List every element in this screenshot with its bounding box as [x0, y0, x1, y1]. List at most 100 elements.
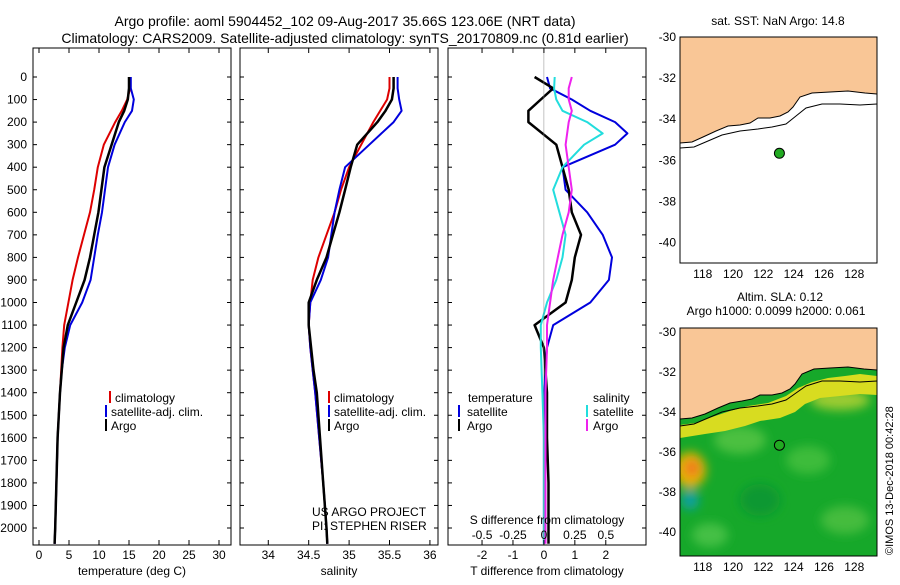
series-s-argo	[544, 76, 573, 544]
sla-map-contour	[680, 380, 877, 427]
watermark: ©IMOS 13-Dec-2018 00:42:28	[884, 406, 896, 555]
depth-tick-label: 1800	[0, 476, 27, 490]
difference-xlabel: T difference from climatology	[470, 564, 624, 578]
map-y-tick-label: -30	[659, 30, 677, 44]
project-annotation: US ARGO PROJECT	[312, 505, 427, 519]
map-x-tick-label: 122	[753, 267, 773, 281]
temperature-series-group	[53, 77, 135, 544]
legend-label-climatology: climatology	[334, 391, 394, 405]
map-x-tick-label: 126	[814, 267, 834, 281]
depth-tick-label: 1500	[0, 408, 27, 422]
x-tick-label: -1	[508, 548, 519, 562]
legend-label-s-argo: Argo	[593, 419, 619, 433]
map-y-tick-label: -38	[659, 194, 677, 208]
salinity-plot-frame	[239, 47, 439, 546]
sla-map-frame	[679, 327, 878, 557]
series-argo	[53, 77, 131, 544]
s-difference-label: S difference from climatology	[470, 513, 625, 527]
x-tick-label: 34	[262, 548, 276, 562]
series-argo	[307, 77, 395, 544]
map-x-tick-label: 126	[814, 560, 834, 574]
sla-patch-hot	[685, 460, 699, 476]
salinity-legend: climatology satellite-adj. clim. Argo US…	[312, 391, 427, 533]
depth-tick-label: 1600	[0, 431, 27, 445]
x-tick-label: 10	[92, 548, 106, 562]
depth-tick-label: 700	[7, 228, 27, 242]
x-tick-label: 34.5	[297, 548, 321, 562]
sst-map-argo-marker	[773, 147, 785, 159]
map-y-tick-label: -40	[659, 525, 677, 539]
x-tick-label: 1	[572, 548, 579, 562]
map-x-tick-label: 124	[784, 560, 804, 574]
legend-title-temperature: temperature	[468, 391, 533, 405]
sst-map-land	[680, 37, 877, 144]
x-tick-label: 0	[541, 548, 548, 562]
sla-patch-cool	[681, 490, 699, 510]
sla-patch-5	[692, 523, 728, 547]
x-tick-label: 30	[212, 548, 226, 562]
map-y-tick-label: -36	[659, 445, 677, 459]
legend-label-t-satellite: satellite	[467, 405, 508, 419]
map-y-tick-label: -38	[659, 485, 677, 499]
x-tick-label: 35.5	[378, 548, 402, 562]
series-climatology	[307, 77, 391, 544]
legend-label-satellite: satellite-adj. clim.	[334, 405, 426, 419]
pi-annotation: PI: STEPHEN RISER	[312, 519, 427, 533]
legend-label-t-argo: Argo	[467, 419, 493, 433]
series-climatology	[53, 77, 132, 544]
depth-tick-label: 1200	[0, 341, 27, 355]
map-y-tick-label: -40	[659, 235, 677, 249]
depth-tick-label: 900	[7, 273, 27, 287]
difference-legend: temperature satellite Argo salinity sate…	[458, 391, 634, 527]
sla-patch-3	[740, 484, 780, 516]
s-diff-tick-label: 0	[541, 528, 548, 542]
legend-label-satellite: satellite-adj. clim.	[111, 405, 203, 419]
depth-tick-label: 1900	[0, 498, 27, 512]
x-tick-label: 15	[122, 548, 136, 562]
header-line1: Argo profile: aoml 5904452_102 09-Aug-20…	[114, 13, 575, 29]
map-x-tick-label: 118	[693, 267, 712, 281]
legend-label-argo: Argo	[111, 419, 137, 433]
map-x-tick-label: 118	[693, 560, 712, 574]
map-y-tick-label: -30	[659, 325, 677, 339]
map-y-tick-label: -34	[659, 112, 677, 126]
depth-tick-label: 1000	[0, 296, 27, 310]
legend-title-salinity: salinity	[593, 391, 630, 405]
sla-map-group	[680, 328, 877, 556]
map-x-tick-label: 120	[723, 267, 743, 281]
sla-map-argo-marker	[773, 439, 785, 451]
sla-coastal-band	[680, 374, 877, 438]
legend-label-s-satellite: satellite	[593, 405, 634, 419]
sst-map-frame	[679, 36, 878, 264]
depth-tick-label: 200	[7, 115, 27, 129]
sla-map-subtitle: Argo h1000: 0.0099 h2000: 0.061	[687, 304, 866, 318]
depth-tick-label: 1100	[1, 318, 27, 332]
temperature-plot-frame	[32, 47, 232, 546]
s-diff-tick-label: -0.25	[499, 528, 527, 542]
depth-tick-label: 1300	[0, 363, 27, 377]
legend-label-argo: Argo	[334, 419, 360, 433]
sla-map-title: Altim. SLA: 0.12	[737, 290, 823, 304]
sst-map-contour	[680, 103, 877, 149]
s-diff-tick-label: 0.5	[597, 528, 614, 542]
difference-plot-frame	[447, 47, 647, 546]
s-diff-tick-label: 0.25	[563, 528, 587, 542]
salinity-xlabel: salinity	[321, 564, 358, 578]
x-tick-label: 0	[36, 548, 43, 562]
series-t-argo	[527, 75, 583, 544]
temperature-legend: climatology satellite-adj. clim. Argo	[105, 391, 203, 433]
map-x-tick-label: 128	[844, 267, 864, 281]
x-tick-label: -2	[477, 548, 488, 562]
map-x-tick-label: 128	[844, 560, 864, 574]
temperature-xlabel: temperature (deg C)	[78, 564, 186, 578]
depth-tick-label: 2000	[0, 521, 27, 535]
legend-label-climatology: climatology	[115, 391, 175, 405]
x-tick-label: 5	[66, 548, 73, 562]
map-y-tick-label: -34	[659, 405, 677, 419]
x-tick-label: 25	[182, 548, 196, 562]
sla-map-land	[680, 328, 877, 420]
map-x-tick-label: 124	[784, 267, 804, 281]
depth-tick-label: 1400	[0, 386, 27, 400]
sst-map-title: sat. SST: NaN Argo: 14.8	[711, 14, 845, 28]
